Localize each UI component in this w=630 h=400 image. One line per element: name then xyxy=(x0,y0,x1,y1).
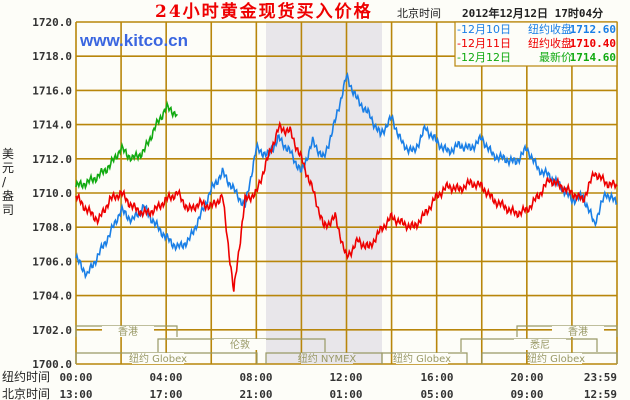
y-label-char: / xyxy=(2,175,7,189)
x-tick-bj: 17:00 xyxy=(149,388,182,400)
session-label-bg xyxy=(102,326,154,337)
y-tick-label: 1704.0 xyxy=(32,290,72,303)
x-tick-ny: 00:00 xyxy=(59,371,92,384)
x-tick-bj: 21:00 xyxy=(239,388,272,400)
series-line-1 xyxy=(75,71,618,280)
session-label: 纽约 Globex xyxy=(527,352,585,365)
y-tick-label: 1700.0 xyxy=(32,358,72,371)
session-label-bg xyxy=(301,353,353,364)
session-label-bg xyxy=(514,339,566,350)
bj-time-label: 北京时间 xyxy=(2,387,50,400)
timezone-label: 北京时间 xyxy=(397,6,441,20)
y-tick-label: 1720.0 xyxy=(32,16,72,29)
x-tick-ny: 23:59 xyxy=(584,371,617,384)
x-tick-ny: 08:00 xyxy=(239,371,272,384)
legend-value: 1714.60 xyxy=(570,51,616,64)
y-tick-label: 1708.0 xyxy=(32,221,72,234)
session-label-bg xyxy=(132,353,184,364)
session-label: 纽约 NYMEX xyxy=(298,352,357,365)
y-tick-label: 1702.0 xyxy=(32,324,72,337)
y-label-char: 美 xyxy=(2,147,14,161)
y-label-char: 盎 xyxy=(2,189,14,203)
x-tick-bj: 09:00 xyxy=(510,388,543,400)
session-label: 伦敦 xyxy=(230,338,250,351)
y-tick-label: 1716.0 xyxy=(32,84,72,97)
session-label-bg xyxy=(396,353,448,364)
x-tick-ny: 12:00 xyxy=(329,371,362,384)
x-tick-ny: 16:00 xyxy=(420,371,453,384)
session-label: 香港 xyxy=(118,326,138,338)
legend-date: -12月10日 xyxy=(457,23,511,36)
y-axis-label: 美元/盎司 xyxy=(2,147,14,217)
legend-label: 纽约收盘 xyxy=(528,36,572,50)
legend-value: 1710.40 xyxy=(570,37,616,50)
ny-time-label: 纽约时间 xyxy=(2,369,50,384)
legend-date: -12月11日 xyxy=(457,37,511,50)
y-tick-label: 1706.0 xyxy=(32,255,72,268)
legend-label: 纽约收盘 xyxy=(528,22,572,36)
chart-title: 24小时黄金现货买入价格 xyxy=(155,1,373,22)
session-label-bg xyxy=(530,353,582,364)
series-lines xyxy=(75,71,618,292)
session-label: 香港 xyxy=(568,326,588,338)
x-tick-ny: 04:00 xyxy=(149,371,182,384)
series-line-3 xyxy=(75,100,178,191)
watermark-text: www.kitco.cn xyxy=(79,31,188,50)
session-label: 纽约 Globex xyxy=(129,352,187,365)
x-tick-bj: 01:00 xyxy=(329,388,362,400)
x-axis-ticks: 00:00 04:00 08:00 12:00 16:00 20:00 23:59 13:00… xyxy=(59,371,617,400)
legend-label: 最新价 xyxy=(539,50,572,64)
datetime-label: 2012年12月12日 17时04分 xyxy=(462,6,603,20)
y-label-char: 司 xyxy=(2,203,14,217)
series-line-2 xyxy=(75,120,618,292)
session-label-bg xyxy=(552,326,604,337)
session-label: 悉尼 xyxy=(530,339,550,351)
x-tick-ny: 20:00 xyxy=(510,371,543,384)
x-tick-bj: 12:59 xyxy=(584,388,617,400)
session-label: 纽约 Globex xyxy=(393,352,451,365)
x-tick-bj: 13:00 xyxy=(59,388,92,400)
y-tick-label: 1718.0 xyxy=(32,50,72,63)
y-label-char: 元 xyxy=(2,161,14,175)
legend-box xyxy=(454,21,618,67)
y-tick-label: 1714.0 xyxy=(32,119,72,132)
legend-value: 1712.60 xyxy=(570,23,616,36)
y-axis-ticks: 1720.0 1718.0 1716.0 1714.0 1712.0 1710.0 1708… xyxy=(32,16,72,371)
y-tick-label: 1710.0 xyxy=(32,187,72,200)
y-tick-label: 1712.0 xyxy=(32,153,72,166)
session-label-bg xyxy=(214,339,266,350)
x-tick-bj: 05:00 xyxy=(420,388,453,400)
legend-date: -12月12日 xyxy=(457,51,511,64)
